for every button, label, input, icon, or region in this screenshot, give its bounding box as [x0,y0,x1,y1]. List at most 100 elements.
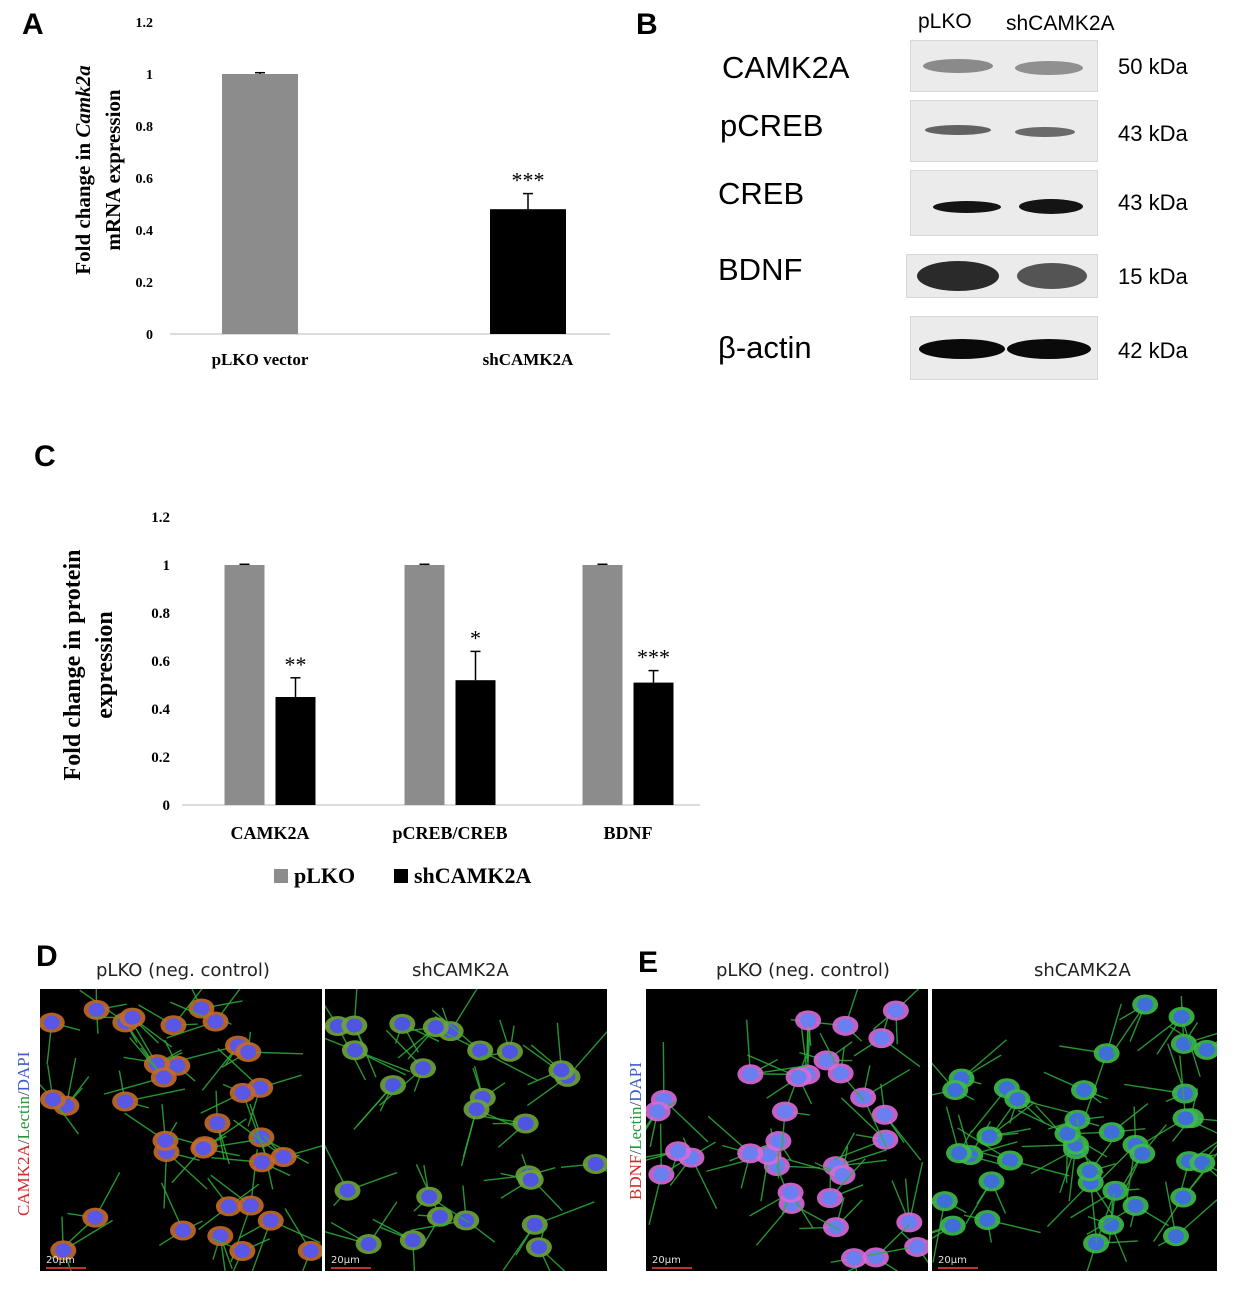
micro-d-right-title: shCAMK2A [412,960,509,981]
cell-nucleus [234,1244,251,1259]
band [1015,61,1083,75]
micro-d-control-image: 20µm [40,989,322,1271]
y-axis-label-line: mRNA expression [101,89,125,251]
cell-nucleus [165,1018,182,1033]
cell-nucleus [760,1147,777,1162]
scale-bar [652,1267,692,1269]
cell-process [1085,1053,1108,1114]
blot-label-pcreb: pCREB [720,108,824,143]
cell-nucleus [670,1144,687,1159]
significance-marker: *** [637,645,670,670]
cell-nucleus [821,1191,838,1206]
x-tick-label: shCAMK2A [483,350,574,369]
cell-nucleus [220,1199,237,1214]
scale-label: 20µm [331,1255,360,1266]
bar [275,697,316,805]
stain-part: DAPI [14,1051,33,1092]
cell-nucleus [981,1129,998,1144]
cell-nucleus [1134,1146,1151,1161]
cell-nucleus [169,1058,186,1073]
cell-nucleus [742,1067,759,1082]
x-tick-label: BDNF [604,823,653,843]
cell-process [908,1161,924,1223]
cell-nucleus [526,1217,543,1232]
stain-part: / [14,1139,33,1145]
y-tick-label: 0.8 [151,606,170,622]
cell-nucleus [45,1092,62,1107]
cell-nucleus [302,1243,319,1258]
blot-strip-creb [910,170,1098,236]
cell-nucleus [252,1080,269,1095]
y-axis-label-part: Camk2a [71,65,95,137]
bar [222,74,298,334]
cell-process [242,1092,266,1154]
scale-bar [331,1267,371,1269]
cell-nucleus [1127,1198,1144,1213]
cell-nucleus [827,1220,844,1235]
stain-part: BDNF [626,1154,645,1200]
cell-nucleus [415,1061,432,1076]
cell-nucleus [1103,1217,1120,1232]
cell-nucleus [155,1070,172,1085]
cell-nucleus [1103,1125,1120,1140]
y-tick-label: 1.2 [151,510,170,526]
cell-nucleus [117,1094,134,1109]
cell-nucleus [346,1018,363,1033]
bar [490,209,566,334]
cell-nucleus [1176,1086,1193,1101]
kda-bdnf: 15 kDa [1118,264,1188,289]
y-tick-label: 0.2 [136,276,154,291]
blot-strip-pcreb [910,100,1098,162]
protein-bar-chart: 0 0.2 0.4 0.6 0.8 1 1.2 ** CAMK2A * pCREB/CREB *** B… [60,510,700,888]
cell-nucleus [845,1251,862,1266]
panel-label-d: D [36,940,58,973]
band [1019,199,1083,214]
cell-nucleus [472,1043,489,1058]
cell-nucleus [157,1133,174,1148]
cell-nucleus [770,1134,787,1149]
cell-nucleus [837,1018,854,1033]
bar [404,565,445,805]
stain-part: Lectin [14,1096,33,1140]
cell-nucleus [240,1045,257,1060]
y-axis-label: Fold change in Camk2a mRNA expression [71,65,125,274]
cell-nucleus [212,1228,229,1243]
cell-nucleus [1088,1236,1105,1251]
micro-e-stain-label: BDNF/Lectin/DAPI [626,1062,646,1200]
cell-nucleus [148,1057,165,1072]
micro-d-knockdown-image: 20µm [325,989,607,1271]
cell-nucleus [909,1239,926,1254]
cell-nucleus [1177,1111,1194,1126]
mrna-bar-chart: 0 0.2 0.4 0.6 0.8 1 1.2 pLKO vector *** shCAMK2A F… [71,16,610,369]
cell-nucleus [339,1183,356,1198]
cell-nucleus [55,1243,72,1258]
panel-label-a: A [22,8,44,41]
cell-process [353,989,358,1026]
panel-label-c: C [34,440,56,473]
y-tick-label: 0 [146,328,153,343]
bar [455,680,496,805]
cell-nucleus [253,1155,270,1170]
cell-field [932,994,1217,1271]
micro-e-right-title: shCAMK2A [1034,960,1131,981]
cell-nucleus [427,1020,444,1035]
cell-nucleus [832,1066,849,1081]
band [923,59,993,73]
cell-nucleus [1173,1009,1190,1024]
significance-marker: *** [512,168,545,193]
y-tick-label: 0.4 [151,702,170,718]
panel-label-b: B [636,8,658,41]
micro-e-knockdown-image: 20µm [932,989,1217,1271]
cell-nucleus [1002,1153,1019,1168]
cell-nucleus [1098,1046,1115,1061]
cell-nucleus [360,1237,377,1252]
cell-process [1090,1182,1098,1243]
kda-camk2a: 50 kDa [1118,54,1188,79]
cell-nucleus [43,1015,60,1030]
cell-nucleus [901,1215,918,1230]
band [1017,263,1087,289]
cell-nucleus [587,1156,604,1171]
panel-label-e: E [638,946,659,979]
y-axis-label-part: Fold change in [71,138,95,275]
kda-beta-actin: 42 kDa [1118,338,1188,363]
